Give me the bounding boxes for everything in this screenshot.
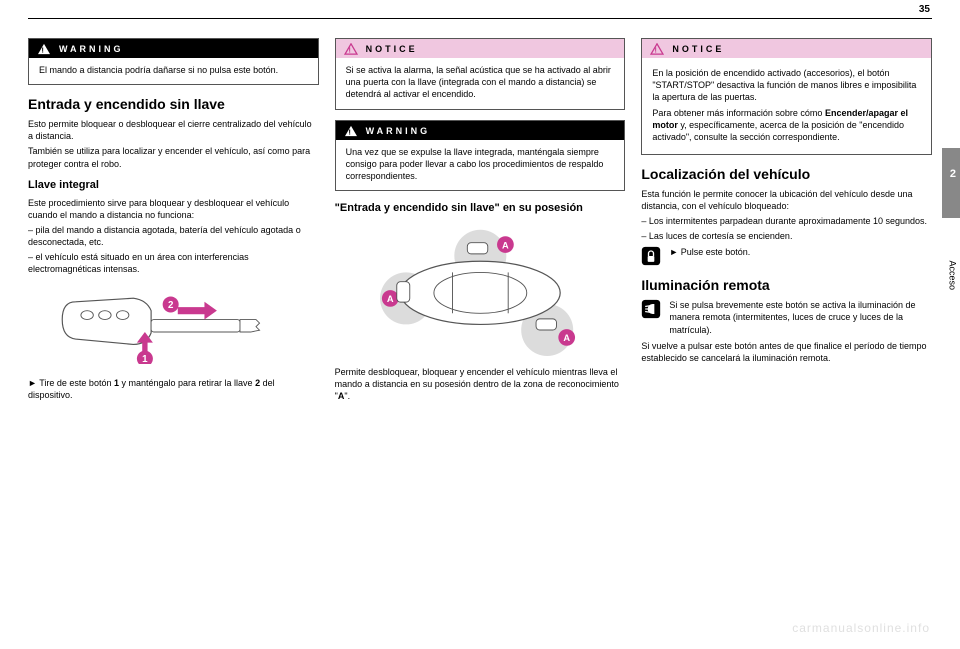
- loc-btn-text: ► Pulse este botón.: [669, 246, 932, 258]
- col2-p-end-suffix: ".: [344, 391, 350, 401]
- notice-body-1: Si se activa la alarma, la señal acústic…: [336, 58, 625, 108]
- notice-triangle-icon-2: !: [650, 43, 664, 55]
- col1-intro1: Esto permite bloquear o desbloquear el c…: [28, 118, 319, 142]
- chapter-tab: [942, 148, 960, 218]
- svg-text:!: !: [348, 45, 353, 54]
- notice-head-1: ! NOTICE: [336, 39, 625, 58]
- notice-title-2: NOTICE: [672, 43, 724, 55]
- col2-p-end: Permite desbloquear, bloquear y encender…: [335, 366, 626, 402]
- chapter-number: 2: [950, 168, 956, 180]
- loc-p1: Esta función le permite conocer la ubica…: [641, 188, 932, 212]
- notice2-p1: En la posición de encendido activado (ac…: [652, 67, 921, 103]
- column-1: ! WARNING El mando a distancia podría da…: [28, 32, 319, 406]
- column-2: ! NOTICE Si se activa la alarma, la seña…: [335, 32, 626, 406]
- col1-h2: Llave integral: [28, 178, 319, 193]
- page-number: 35: [919, 4, 930, 15]
- notice-title-1: NOTICE: [366, 43, 418, 55]
- ilum-line1: Si se pulsa brevemente este botón se act…: [641, 299, 932, 335]
- key-diagram: 2 1: [28, 284, 319, 364]
- col1-p2: ► Tire de este botón 1 y manténgalo para…: [28, 377, 319, 401]
- padlock-button-icon: [641, 246, 661, 266]
- warning-title-1: WARNING: [59, 43, 124, 55]
- notice-box-2: ! NOTICE En la posición de encendido act…: [641, 38, 932, 155]
- svg-text:A: A: [502, 240, 509, 250]
- col1-p2-mid: y manténgalo para retirar la llave: [119, 378, 255, 388]
- col1-li1: – pila del mando a distancia agotada, ba…: [28, 224, 319, 248]
- notice2-p2: Para obtener más información sobre cómo …: [652, 107, 921, 143]
- warning-body-1: El mando a distancia podría dañarse si n…: [29, 58, 318, 84]
- warning-body-2: Una vez que se expulse la llave integrad…: [336, 140, 625, 190]
- notice-body-2: En la posición de encendido activado (ac…: [642, 58, 931, 154]
- loc-li2: – Las luces de cortesía se encienden.: [641, 230, 932, 242]
- columns: ! WARNING El mando a distancia podría da…: [0, 0, 960, 406]
- ilum-p2: Si vuelve a pulsar este botón antes de q…: [641, 340, 932, 364]
- svg-text:A: A: [563, 333, 570, 343]
- notice-box-1: ! NOTICE Si se activa la alarma, la seña…: [335, 38, 626, 110]
- warning-triangle-icon-2: !: [344, 125, 358, 137]
- column-3: ! NOTICE En la posición de encendido act…: [641, 32, 932, 406]
- warning-box-2: ! WARNING Una vez que se expulse la llav…: [335, 120, 626, 192]
- warning-head-2: ! WARNING: [336, 121, 625, 140]
- notice2-p2-suffix: y, específicamente, acerca de la posició…: [652, 120, 904, 142]
- car-zone-diagram: A A A: [335, 226, 626, 356]
- col1-p2-prefix: ► Tire de este botón: [28, 378, 114, 388]
- svg-text:!: !: [348, 127, 353, 136]
- top-rule: [28, 18, 932, 19]
- warning-title-2: WARNING: [366, 125, 431, 137]
- warning-triangle-icon: !: [37, 43, 51, 55]
- svg-text:!: !: [41, 45, 46, 54]
- side-tab-container: 2 Acceso: [938, 0, 960, 649]
- col1-p1: Este procedimiento sirve para bloquear y…: [28, 197, 319, 221]
- col1-intro2: También se utiliza para localizar y ence…: [28, 145, 319, 169]
- ilum-p1: Si se pulsa brevemente este botón se act…: [669, 299, 932, 335]
- col3-h1a: Localización del vehículo: [641, 165, 932, 184]
- notice-triangle-icon-1: !: [344, 43, 358, 55]
- svg-text:!: !: [655, 45, 660, 54]
- warning-head-1: ! WARNING: [29, 39, 318, 58]
- col2-h2: "Entrada y encendido sin llave" en su po…: [335, 201, 626, 216]
- svg-text:2: 2: [168, 300, 174, 311]
- col1-h1: Entrada y encendido sin llave: [28, 95, 319, 114]
- warning-box-1: ! WARNING El mando a distancia podría da…: [28, 38, 319, 85]
- col1-li2: – el vehículo está situado en un área co…: [28, 251, 319, 275]
- page: 35 ! WARNING El mando a distancia podría…: [0, 0, 960, 649]
- col2-p-end-prefix: Permite desbloquear, bloquear y encender…: [335, 367, 619, 401]
- col3-h1b: Iluminación remota: [641, 276, 932, 295]
- notice2-p2-prefix: Para obtener más información sobre cómo: [652, 108, 825, 118]
- svg-text:1: 1: [142, 355, 148, 365]
- svg-text:A: A: [387, 294, 394, 304]
- loc-li1: – Los intermitentes parpadean durante ap…: [641, 215, 932, 227]
- notice-head-2: ! NOTICE: [642, 39, 931, 58]
- loc-btn-line: ► Pulse este botón.: [641, 246, 932, 266]
- headlight-button-icon: [641, 299, 661, 319]
- watermark: carmanualsonline.info: [792, 621, 930, 635]
- chapter-label: Acceso: [948, 260, 958, 290]
